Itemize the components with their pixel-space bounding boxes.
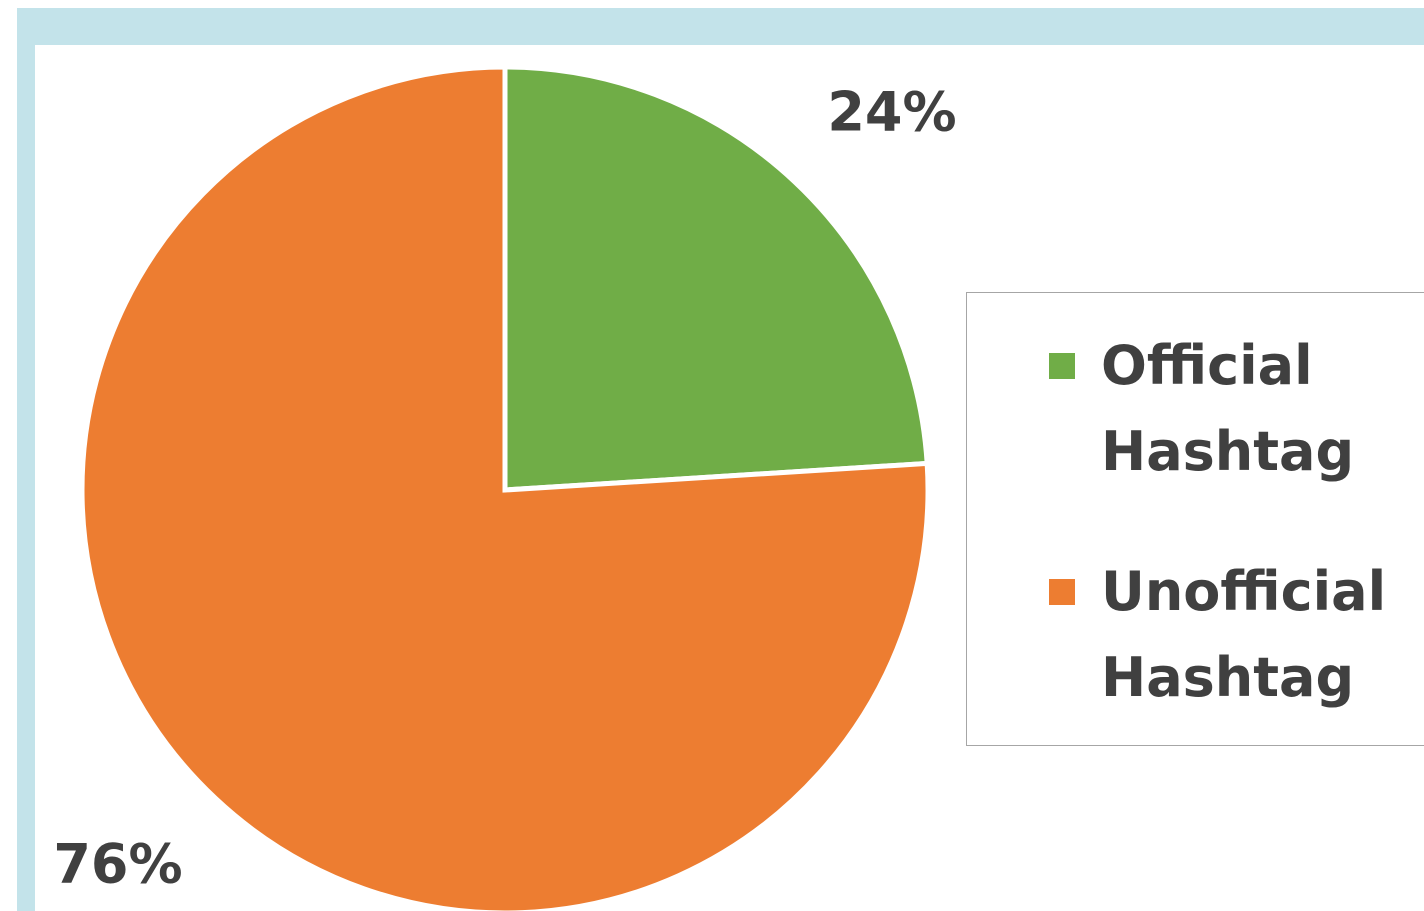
legend-swatch-official (1049, 353, 1075, 379)
legend-swatch-unofficial (1049, 579, 1075, 605)
legend-label-unofficial: Unofficial Hashtag (1101, 560, 1387, 709)
pie-slice-official (502, 64, 930, 493)
data-label-official: 24% (827, 81, 956, 144)
data-label-unofficial: 76% (53, 833, 182, 896)
legend-label-official: Official Hashtag (1101, 334, 1355, 483)
pie-slice-unofficial (79, 64, 931, 911)
chart-legend: Official Hashtag Unofficial Hashtag (966, 292, 1424, 746)
